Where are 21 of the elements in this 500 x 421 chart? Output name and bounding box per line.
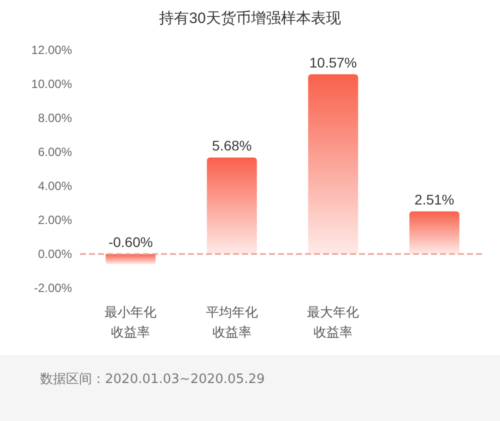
bar	[409, 211, 460, 254]
chart-title: 持有30天货币增强样本表现	[159, 10, 341, 27]
x-tick-label: 平均年化收益率	[206, 304, 258, 340]
data-label: -0.60%	[108, 234, 153, 250]
x-tick-label: 最大年化收益率	[307, 304, 360, 340]
bar	[206, 157, 257, 254]
y-tick-label: 6.00%	[38, 145, 72, 159]
y-tick-label: 10.00%	[31, 77, 72, 91]
y-tick-label: 4.00%	[38, 179, 72, 193]
y-tick-label: 2.00%	[38, 213, 72, 227]
bar	[308, 74, 358, 254]
y-tick-label: 12.00%	[31, 43, 72, 57]
data-label: 10.57%	[309, 54, 357, 70]
y-tick-label: 8.00%	[38, 111, 72, 125]
data-label: 5.68%	[212, 137, 252, 154]
x-tick-label: 最小年化收益率	[104, 304, 157, 340]
bar	[106, 254, 156, 264]
y-tick-label: -2.00%	[34, 281, 72, 295]
text: 数据区间：2020.01.03~2020.05.29	[40, 371, 266, 389]
data-label: 2.51%	[414, 191, 454, 208]
y-tick-label: 0.00%	[38, 247, 72, 261]
